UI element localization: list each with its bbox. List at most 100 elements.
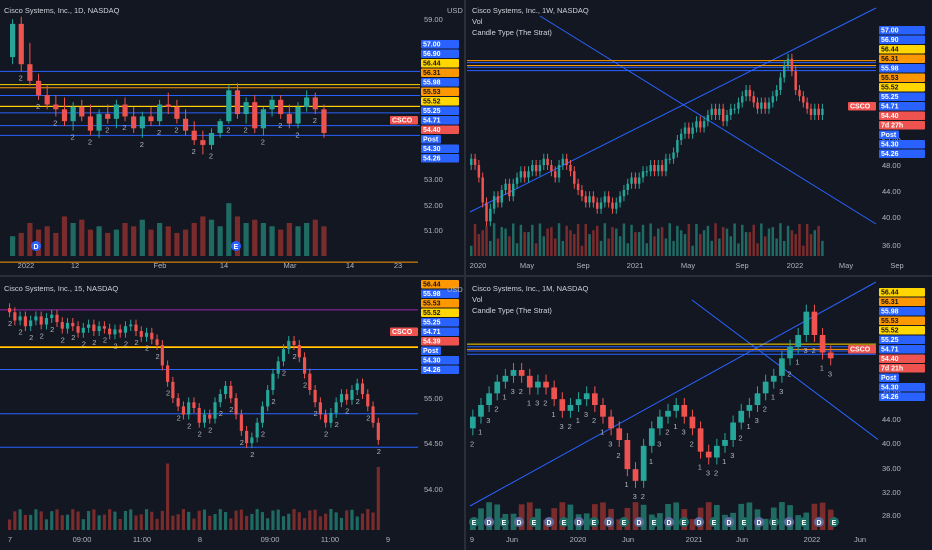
candle-body bbox=[23, 316, 27, 327]
x-axis-tick: Jun bbox=[506, 535, 518, 544]
candle-body bbox=[798, 90, 801, 97]
volume-bar bbox=[8, 519, 12, 530]
strat-label: 2 bbox=[61, 336, 65, 345]
event-marker bbox=[574, 517, 584, 527]
event-marker bbox=[559, 517, 569, 527]
candle-body bbox=[129, 324, 133, 327]
price-badge: 54.40 bbox=[423, 127, 441, 134]
price-badge: 54.71 bbox=[881, 104, 899, 111]
volume-bar bbox=[500, 227, 504, 256]
strat-label: 2 bbox=[177, 413, 181, 422]
strat-label: 2 bbox=[568, 422, 572, 431]
candle-body bbox=[787, 346, 793, 359]
candle-body bbox=[762, 381, 769, 394]
price-badge: 56.44 bbox=[423, 282, 441, 289]
panel-1d[interactable]: 2 2 2 2 2 2 2 2 2 2 2 2 2 2 2 2 2 2 D E 59.00 56.90 55.25 53.00… bbox=[0, 0, 465, 270]
event-marker-label: D bbox=[636, 520, 641, 527]
candle-body bbox=[489, 208, 492, 222]
strat-label: 2 bbox=[226, 126, 230, 135]
price-badge-bg bbox=[421, 280, 459, 289]
volume-bar bbox=[649, 223, 652, 256]
volume-bar bbox=[718, 238, 721, 256]
panel-1w[interactable]: 52.0048.0044.0040.0036.0057.0056.9056.44… bbox=[467, 0, 932, 270]
candle-body bbox=[181, 406, 185, 415]
event-marker bbox=[604, 517, 614, 527]
strat-label: 2 bbox=[122, 123, 126, 132]
volume-bar bbox=[226, 203, 232, 256]
volume-bar bbox=[756, 243, 759, 256]
price-badge-bg bbox=[390, 116, 418, 125]
y-axis-tick: 53.00 bbox=[424, 175, 443, 184]
event-marker bbox=[484, 517, 494, 527]
candle-body bbox=[737, 102, 740, 109]
volume-bar bbox=[510, 513, 517, 530]
strat-label: 2 bbox=[494, 404, 498, 413]
candle-body bbox=[171, 381, 175, 399]
candle-body bbox=[752, 96, 755, 103]
volume-bar bbox=[118, 518, 122, 530]
candle-body bbox=[595, 202, 599, 209]
volume-bar bbox=[665, 504, 671, 530]
candle-body bbox=[360, 383, 365, 395]
price-badge-bg bbox=[879, 326, 925, 335]
volume-bar bbox=[637, 232, 641, 256]
strat-label: 2 bbox=[303, 381, 307, 390]
volume-bar bbox=[599, 240, 603, 256]
candle-body bbox=[608, 416, 614, 429]
candle-body bbox=[243, 102, 249, 115]
strat-label: 2 bbox=[53, 118, 57, 127]
candle-body bbox=[733, 108, 736, 110]
candle-body bbox=[725, 115, 729, 122]
volume-bar bbox=[481, 230, 484, 256]
volume-bar bbox=[779, 223, 782, 256]
price-badge: 55.52 bbox=[881, 85, 899, 92]
strat-label: 2 bbox=[92, 338, 96, 347]
candle-body bbox=[208, 133, 215, 145]
volume-bar bbox=[565, 225, 568, 256]
price-badge: 54.30 bbox=[881, 385, 899, 392]
strat-label: 3 bbox=[730, 451, 734, 460]
strat-label: 3 bbox=[657, 439, 661, 448]
volume-bar bbox=[70, 223, 76, 256]
strat-label: 2 bbox=[88, 137, 92, 146]
price-badge-bg bbox=[879, 354, 925, 363]
price-badge: Post bbox=[423, 137, 439, 144]
x-axis-tick: 2020 bbox=[470, 261, 487, 270]
strat-label: 2 bbox=[313, 116, 317, 125]
price-badge: 55.53 bbox=[423, 89, 441, 96]
candle-body bbox=[304, 97, 310, 107]
price-badge-bg bbox=[879, 345, 925, 354]
candle-body bbox=[673, 405, 680, 411]
volume-bar bbox=[187, 511, 191, 530]
candle-body bbox=[786, 58, 790, 65]
strat-label: 2 bbox=[271, 397, 275, 406]
volume-bar bbox=[515, 243, 519, 256]
price-badge: 54.40 bbox=[881, 113, 899, 120]
volume-bar bbox=[55, 509, 59, 530]
candle-body bbox=[113, 329, 117, 335]
volume-bar bbox=[559, 502, 566, 530]
price-badge: 55.52 bbox=[423, 310, 441, 317]
volume-bar bbox=[607, 238, 610, 256]
volume-bar bbox=[811, 503, 818, 530]
candle-body bbox=[477, 165, 481, 178]
candle-body bbox=[27, 64, 33, 81]
volume-bar bbox=[160, 510, 164, 530]
candle-body bbox=[278, 99, 284, 115]
candle-body bbox=[632, 469, 639, 481]
candle-body bbox=[226, 90, 232, 122]
price-badge: 54.26 bbox=[881, 394, 899, 401]
price-badge: 7d 27h bbox=[881, 123, 903, 130]
x-axis-tick: Sep bbox=[576, 261, 589, 270]
event-marker bbox=[769, 517, 779, 527]
candle-body bbox=[721, 108, 725, 122]
candle-body bbox=[565, 158, 568, 165]
candle-body bbox=[546, 158, 549, 165]
candle-body bbox=[44, 318, 49, 325]
price-badge: 55.98 bbox=[881, 66, 899, 73]
panel-1w-title: Cisco Systems, Inc., 1W, NASDAQ bbox=[472, 6, 589, 15]
strat-label: 2 bbox=[616, 451, 620, 460]
volume-bar bbox=[148, 229, 154, 256]
